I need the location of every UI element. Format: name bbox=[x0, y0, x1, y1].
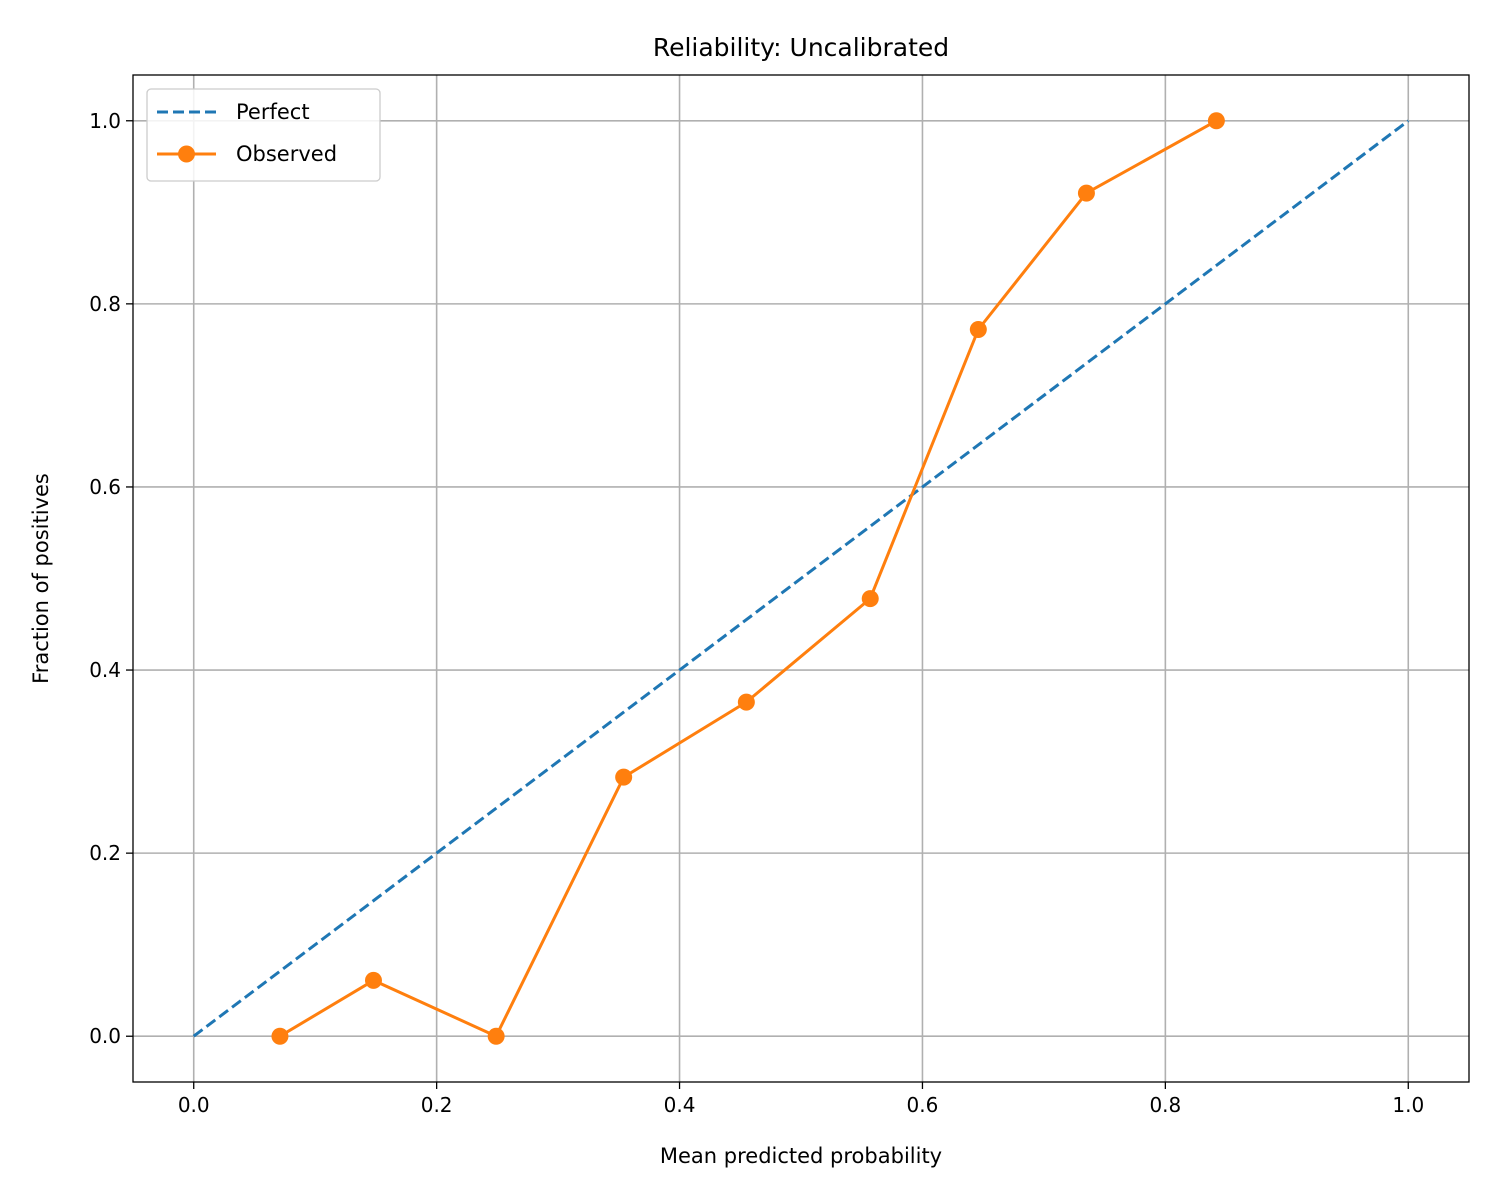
y-tick-label: 0.4 bbox=[89, 658, 121, 682]
x-tick-label: 0.8 bbox=[1149, 1093, 1181, 1117]
x-tick-label: 0.4 bbox=[664, 1093, 696, 1117]
grid bbox=[133, 75, 1469, 1082]
axes-frame bbox=[132, 74, 1470, 1083]
data-point bbox=[1207, 112, 1225, 130]
y-tick-label: 0.0 bbox=[89, 1024, 121, 1048]
data-point bbox=[969, 320, 987, 338]
axis-ticks: 0.0 0.2 0.4 0.6 0.8 1.0 0.0 0.2 0.4 0.6 0.8 1.0 bbox=[89, 109, 1424, 1117]
data-point bbox=[1077, 184, 1095, 202]
data-point bbox=[615, 768, 633, 786]
data-point bbox=[364, 971, 382, 989]
series-line-perfect bbox=[192, 119, 1410, 1038]
y-tick-label: 0.8 bbox=[89, 292, 121, 316]
y-tick-label: 0.6 bbox=[89, 475, 121, 499]
data-point bbox=[271, 1027, 289, 1045]
x-axis-label: Mean predicted probability bbox=[660, 1144, 942, 1168]
data-point bbox=[487, 1027, 505, 1045]
plot-series bbox=[192, 112, 1410, 1045]
x-tick-label: 0.2 bbox=[421, 1093, 453, 1117]
legend-label-observed: Observed bbox=[236, 142, 337, 166]
legend-label-perfect: Perfect bbox=[236, 100, 310, 124]
y-tick-label: 0.2 bbox=[89, 841, 121, 865]
data-point bbox=[861, 590, 879, 608]
legend-marker bbox=[178, 145, 195, 163]
y-tick-label: 1.0 bbox=[89, 109, 121, 133]
chart-title: Reliability: Uncalibrated bbox=[653, 33, 949, 62]
y-axis-label: Fraction of positives bbox=[29, 473, 53, 684]
x-tick-label: 0.6 bbox=[907, 1093, 939, 1117]
x-tick-label: 0.0 bbox=[178, 1093, 210, 1117]
legend: Perfect Observed bbox=[146, 88, 381, 182]
x-tick-label: 1.0 bbox=[1392, 1093, 1424, 1117]
data-point bbox=[737, 693, 755, 711]
